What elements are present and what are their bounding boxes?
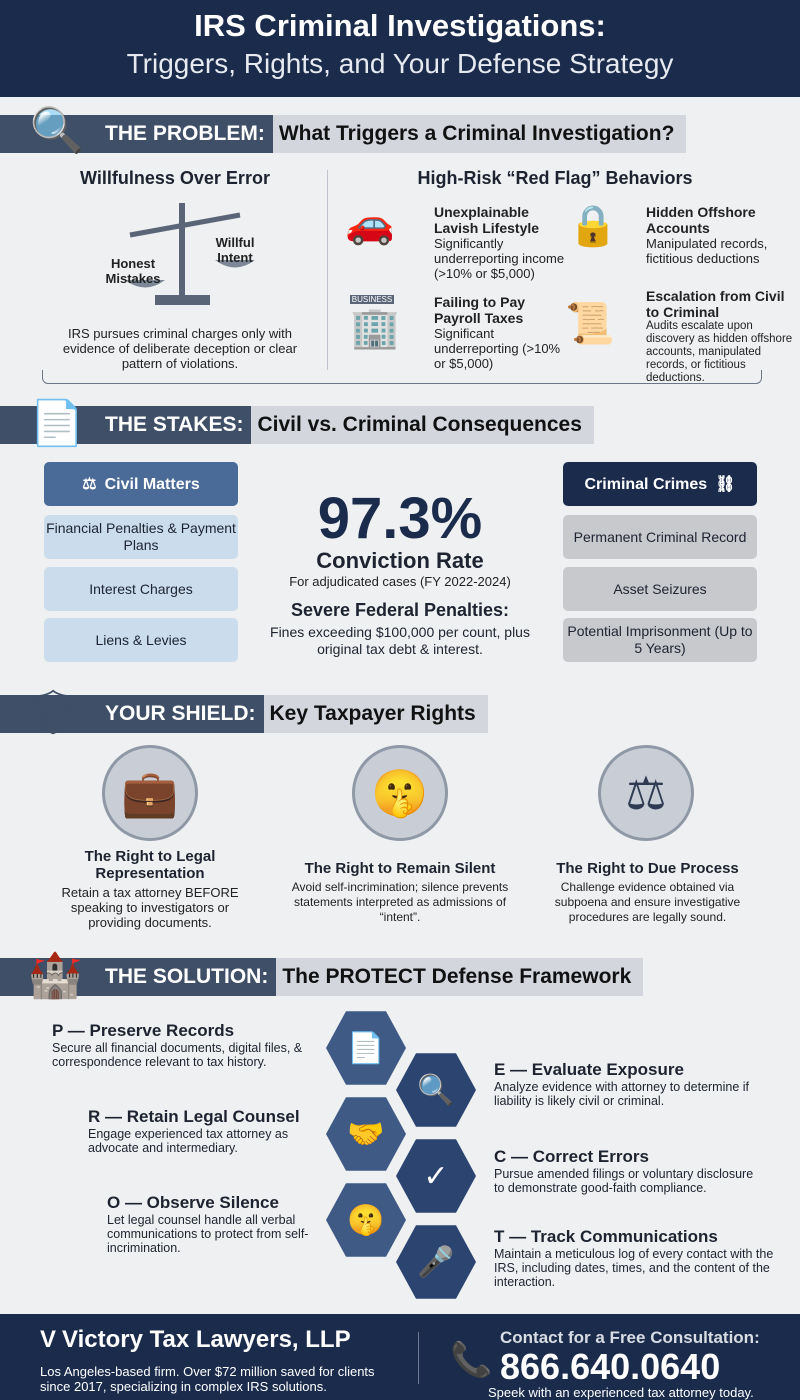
lips-silence-icon: 🤫 <box>326 1183 406 1257</box>
red-flag-heading: High-Risk “Red Flag” Behaviors <box>417 168 693 188</box>
scale-left-label: Honest Mistakes <box>105 256 161 286</box>
step-title: E — Evaluate Exposure <box>494 1060 684 1079</box>
document-dollar-icon: 📄 <box>29 399 85 448</box>
check-refresh-icon: ✓ <box>396 1139 476 1213</box>
criminal-heading-text: Criminal Crimes <box>584 475 708 493</box>
silence-microphone-icon: 🤫 <box>352 745 448 841</box>
section-title: Key Taxpayer Rights <box>263 695 488 733</box>
shield-icon: 🛡 <box>25 688 81 737</box>
right-text: Avoid self-incrimination; silence preven… <box>291 880 509 924</box>
document-question-icon: 📜 <box>565 302 615 346</box>
page-subtitle: Triggers, Rights, and Your Defense Strat… <box>126 48 674 79</box>
bracket <box>42 370 762 384</box>
criminal-item: Asset Seizures <box>563 567 757 611</box>
red-flag-title: Failing to Pay Payroll Taxes <box>434 294 526 326</box>
willfulness-text: IRS pursues criminal charges only with e… <box>62 326 298 371</box>
document-lock-icon: 📄 <box>326 1011 406 1085</box>
step-title: R — Retain Legal Counsel <box>88 1107 300 1126</box>
willfulness-heading: Willfulness Over Error <box>80 168 270 188</box>
red-flag-title: Unexplainable Lavish Lifestyle <box>434 204 540 236</box>
section-problem-bar: THE PROBLEM: What Triggers a Criminal In… <box>0 115 687 153</box>
section-title: Civil vs. Criminal Consequences <box>251 406 594 444</box>
castle-gear-icon: 🏰 <box>27 951 83 1000</box>
section-stakes-bar: THE STAKES: Civil vs. Criminal Consequen… <box>0 406 594 444</box>
header: IRS Criminal Investigations: Triggers, R… <box>0 0 800 97</box>
right-title: The Right to Remain Silent <box>304 860 496 877</box>
civil-heading-text: Civil Matters <box>104 475 200 493</box>
step-text: Maintain a meticulous log of every conta… <box>494 1247 774 1289</box>
scale-right-label: Willful Intent <box>215 235 255 265</box>
red-flag-text: Manipulated records, fictitious deductio… <box>646 236 768 266</box>
section-title: What Triggers a Criminal Investigation? <box>272 115 687 153</box>
right-text: Challenge evidence obtained via subpoena… <box>554 880 741 924</box>
section-label: YOUR SHIELD: <box>0 695 264 733</box>
magnifier-warning-icon: 🔍 <box>29 106 85 155</box>
coins-lock-icon: 🔒 <box>568 204 618 248</box>
phone-icon: 📞 <box>450 1341 493 1379</box>
red-flag-text: Significant underreporting (>10% or $5,0… <box>434 326 561 371</box>
step-text: Let legal counsel handle all verbal comm… <box>107 1213 309 1255</box>
money-car-icon: 🚗 <box>345 202 395 246</box>
handshake-icon: 🤝 <box>326 1097 406 1171</box>
civil-heading: ⚖ Civil Matters <box>44 462 238 506</box>
right-text: Retain a tax attorney BEFORE speaking to… <box>61 885 239 930</box>
step-text: Secure all financial documents, digital … <box>52 1041 303 1069</box>
section-solution-bar: THE SOLUTION: The PROTECT Defense Framew… <box>0 958 644 996</box>
red-flag-title: Hidden Offshore Accounts <box>646 204 756 236</box>
step-title: T — Track Communications <box>494 1227 718 1246</box>
section-label: THE SOLUTION: <box>0 958 277 996</box>
criminal-heading: Criminal Crimes ⛓ <box>563 462 757 506</box>
penalty-text: Fines exceeding $100,000 per count, plus… <box>270 624 530 657</box>
conviction-rate-label: Conviction Rate <box>316 548 484 573</box>
firm-name: V Victory Tax Lawyers, LLP <box>40 1326 351 1354</box>
page-title: IRS Criminal Investigations: <box>194 8 606 43</box>
section-title: The PROTECT Defense Framework <box>276 958 644 996</box>
civil-item: Financial Penalties & Payment Plans <box>44 515 238 559</box>
victory-logo-icon: V <box>40 1326 57 1353</box>
scales-icon: ⚖ <box>598 745 694 841</box>
right-title: The Right to Legal Representation <box>84 848 216 882</box>
tagline: Speek with an experienced tax attorney t… <box>488 1385 754 1400</box>
section-label: THE STAKES: <box>0 406 252 444</box>
civil-item: Interest Charges <box>44 567 238 611</box>
red-flag-text: Audits escalate upon discovery as hidden… <box>646 320 793 384</box>
divider <box>327 170 328 370</box>
step-text: Pursue amended filings or voluntary disc… <box>494 1167 754 1195</box>
civil-item: Liens & Levies <box>44 618 238 662</box>
scale-icon <box>120 195 260 310</box>
gavel-icon: ⚖ <box>82 475 97 493</box>
step-text: Analyze evidence with attorney to determ… <box>494 1080 749 1108</box>
criminal-item: Potential Imprisonment (Up to 5 Years) <box>563 618 757 662</box>
red-flag-title: Escalation from Civil to Criminal <box>646 288 785 320</box>
handcuffs-jail-icon: ⛓ <box>715 475 736 493</box>
phone-number[interactable]: 866.640.0640 <box>500 1346 721 1387</box>
step-title: P — Preserve Records <box>52 1021 235 1040</box>
firm-about: Los Angeles-based firm. Over $72 million… <box>40 1364 375 1394</box>
right-title: The Right to Due Process <box>556 860 739 877</box>
firm-name-text: Victory Tax Lawyers, LLP <box>62 1326 351 1353</box>
log-microphone-icon: 🎤 <box>396 1225 476 1299</box>
criminal-item: Permanent Criminal Record <box>563 515 757 559</box>
step-title: C — Correct Errors <box>494 1147 649 1166</box>
business-sign: BUSINESS <box>350 295 394 304</box>
business-building-icon: BUSINESS 🏢 <box>350 295 400 350</box>
red-flag-text: Significantly underreporting income (>10… <box>434 236 565 281</box>
step-title: O — Observe Silence <box>107 1193 279 1212</box>
contact-heading: Contact for a Free Consultation: <box>500 1328 760 1347</box>
footer: V Victory Tax Lawyers, LLP Los Angeles-ba… <box>0 1314 800 1400</box>
penalty-heading: Severe Federal Penalties: <box>290 600 510 620</box>
step-text: Engage experienced tax attorney as advoc… <box>88 1127 289 1155</box>
footer-divider <box>418 1332 419 1384</box>
conviction-note: For adjudicated cases (FY 2022-2024) <box>289 574 511 589</box>
magnifier-clock-icon: 🔍 <box>396 1053 476 1127</box>
conviction-rate-value: 97.3% <box>317 486 483 551</box>
attorney-briefcase-icon: 💼 <box>102 745 198 841</box>
section-label: THE PROBLEM: <box>0 115 273 153</box>
section-shield-bar: YOUR SHIELD: Key Taxpayer Rights <box>0 695 488 733</box>
